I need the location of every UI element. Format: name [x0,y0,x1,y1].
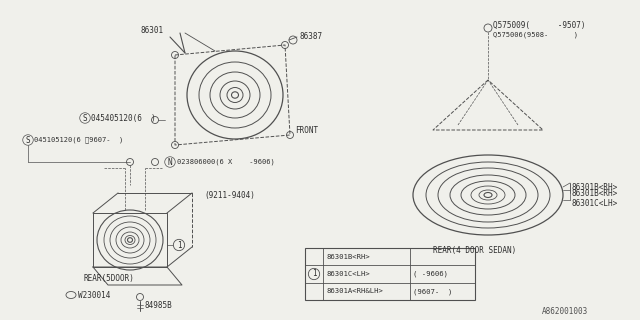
Text: A862001003: A862001003 [542,308,588,316]
Text: REAR(4 DOOR SEDAN): REAR(4 DOOR SEDAN) [433,245,516,254]
Text: 86301C<LH>: 86301C<LH> [326,271,370,277]
Text: ( -9606): ( -9606) [413,271,448,277]
Text: 86301C<LH>: 86301C<LH> [572,198,618,207]
Text: S: S [83,114,87,123]
Text: (9211-9404): (9211-9404) [205,190,255,199]
Text: 1: 1 [177,241,181,250]
Text: 86387: 86387 [299,31,322,41]
Text: 86301: 86301 [140,26,163,35]
Text: 045105120(6 ⥠9607-  ): 045105120(6 ⥠9607- ) [34,137,124,143]
Text: 86301B<RH>: 86301B<RH> [326,254,370,260]
Text: N: N [168,157,172,166]
Text: 045405120(6  ): 045405120(6 ) [91,114,156,123]
Text: 86301B<RH>: 86301B<RH> [572,188,618,197]
Text: 023806000(6 X    -9606): 023806000(6 X -9606) [177,159,275,165]
Text: 86301B<RH>: 86301B<RH> [572,182,618,191]
Text: REAR(5DOOR): REAR(5DOOR) [83,275,134,284]
Text: S: S [26,135,30,145]
Text: 1: 1 [312,269,316,278]
Text: Q575006(9508-      ): Q575006(9508- ) [493,32,578,38]
Bar [305,248,475,300]
Text: FRONT: FRONT [295,125,318,134]
Text: (9607-  ): (9607- ) [413,288,452,295]
Text: 86301A<RH&LH>: 86301A<RH&LH> [326,288,383,294]
Text: 84985B: 84985B [144,300,172,309]
Text: W230014: W230014 [78,291,110,300]
Text: Q575009(      -9507): Q575009( -9507) [493,20,586,29]
